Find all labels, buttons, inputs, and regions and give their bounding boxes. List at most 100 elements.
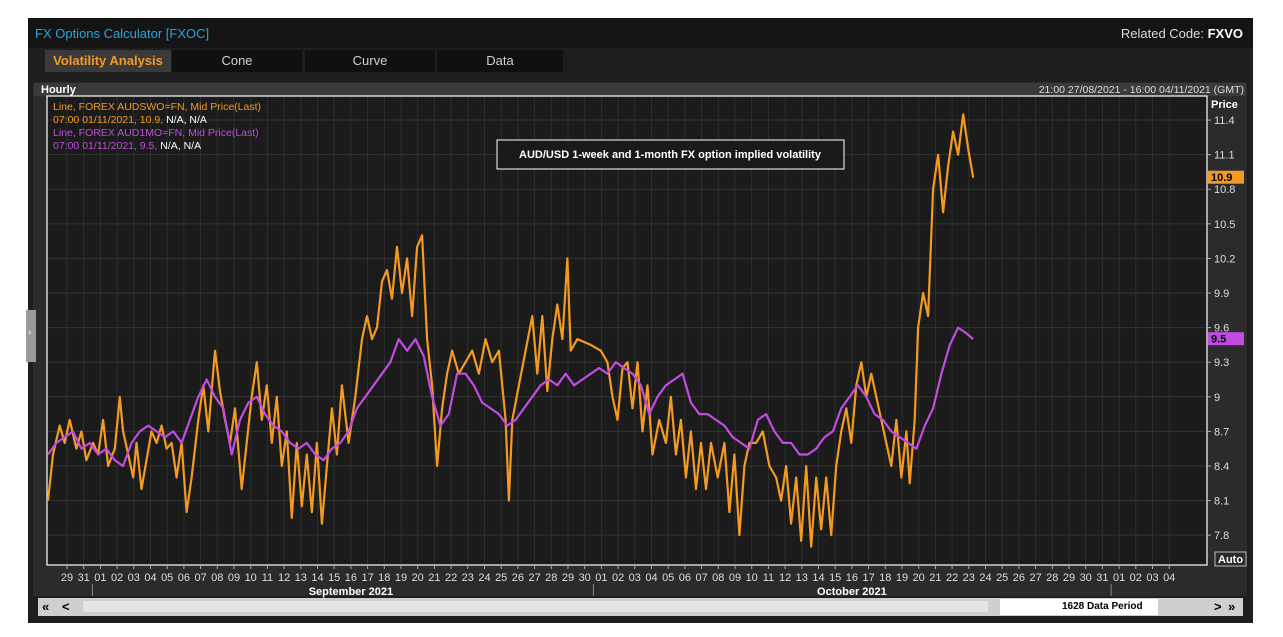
price-label: Price: [1211, 99, 1238, 111]
x-tick-label: 09: [729, 572, 741, 584]
x-tick-label: 15: [328, 572, 340, 584]
title-bar: FX Options Calculator [FXOC] Related Cod…: [28, 18, 1253, 48]
legend-value: 07:00 01/11/2021, 9.5, N/A, N/A: [53, 140, 201, 152]
tab-curve[interactable]: Curve: [305, 50, 435, 72]
y-tick-label: 10.8: [1214, 184, 1235, 196]
x-tick-label: 17: [862, 572, 874, 584]
x-tick-label: 31: [78, 572, 90, 584]
x-tick-label: 29: [61, 572, 73, 584]
x-tick-label: 04: [645, 572, 657, 584]
x-tick-label: 19: [395, 572, 407, 584]
x-tick-label: 06: [178, 572, 190, 584]
last-value-label: 9.5: [1211, 334, 1226, 346]
x-tick-label: 28: [1046, 572, 1058, 584]
legend-value: 07:00 01/11/2021, 10.9, N/A, N/A: [53, 114, 207, 126]
x-tick-label: 26: [512, 572, 524, 584]
x-axis: 29 31 01 02 03 04 05 06 07 08 09 10 11 12 13 14 15 16 17 18…: [61, 565, 1175, 598]
x-tick-label: 29: [562, 572, 574, 584]
x-tick-label: 12: [779, 572, 791, 584]
interval-label: Hourly: [41, 84, 77, 96]
first-page-button[interactable]: «: [42, 599, 50, 614]
auto-button-label[interactable]: Auto: [1218, 554, 1243, 566]
x-tick-label: 08: [211, 572, 223, 584]
last-page-button[interactable]: »: [1228, 599, 1236, 614]
x-tick-label: 03: [128, 572, 140, 584]
auto-button[interactable]: [1214, 551, 1247, 567]
tab-volatility-analysis[interactable]: Volatility Analysis: [45, 50, 171, 72]
tab-data[interactable]: Data: [437, 50, 563, 72]
x-tick-label: 24: [478, 572, 490, 584]
x-tick-label: 29: [1063, 572, 1075, 584]
x-tick-label: 04: [1163, 572, 1175, 584]
x-tick-label: 09: [228, 572, 240, 584]
app-title[interactable]: FX Options Calculator [FXOC]: [35, 26, 210, 41]
x-tick-label: 24: [979, 572, 991, 584]
x-tick-label: 22: [946, 572, 958, 584]
x-tick-label: 31: [1096, 572, 1108, 584]
series-line-audswo: [46, 113, 975, 548]
side-panel-handle[interactable]: ›: [26, 310, 36, 362]
x-tick-label: 25: [495, 572, 507, 584]
x-tick-label: 10: [746, 572, 758, 584]
related-code-prefix: Related Code:: [1120, 26, 1208, 41]
x-tick-label: 19: [896, 572, 908, 584]
scroll-right-button[interactable]: >: [1214, 599, 1222, 614]
x-tick-label: 18: [378, 572, 390, 584]
x-tick-label: 17: [361, 572, 373, 584]
x-tick-label: 27: [1029, 572, 1041, 584]
y-tick-label: 7.8: [1214, 530, 1229, 542]
x-tick-label: 13: [295, 572, 307, 584]
time-scrollbar[interactable]: « < 1628 Data Period > »: [38, 598, 1243, 616]
scroll-thumb[interactable]: [83, 601, 988, 612]
y-tick-label: 8.7: [1214, 426, 1229, 438]
x-tick-label: 22: [445, 572, 457, 584]
plot-area: [46, 95, 1208, 566]
x-tick-label: 23: [963, 572, 975, 584]
y-tick-label: 9.3: [1214, 357, 1229, 369]
x-tick-label: 11: [763, 572, 774, 584]
x-tick-label: 02: [612, 572, 624, 584]
chart-header-strip: [34, 83, 1246, 96]
annotation-box[interactable]: [496, 139, 845, 170]
related-code-value[interactable]: FXVO: [1207, 26, 1243, 41]
related-code: Related Code: FXVO: [1121, 26, 1243, 41]
last-value-badge: [1208, 332, 1244, 346]
x-tick-label: 13: [796, 572, 808, 584]
legend-na: N/A, N/A: [163, 114, 207, 126]
y-tick-label: 11.1: [1214, 150, 1235, 162]
app-window: FX Options Calculator [FXOC] Related Cod…: [28, 18, 1253, 623]
tab-cone[interactable]: Cone: [172, 50, 302, 72]
x-tick-label: 21: [929, 572, 941, 584]
x-tick-label: 05: [662, 572, 674, 584]
x-tick-label: 16: [345, 572, 357, 584]
x-tick-label: 14: [812, 572, 824, 584]
x-tick-label: 10: [245, 572, 257, 584]
x-tick-label: 05: [161, 572, 173, 584]
x-tick-label: 02: [111, 572, 123, 584]
x-tick-label: 03: [1146, 572, 1158, 584]
legend-na: N/A, N/A: [157, 140, 201, 152]
annotation-text: AUD/USD 1-week and 1-month FX option imp…: [519, 149, 822, 161]
x-tick-label: 14: [311, 572, 323, 584]
x-tick-label: 28: [545, 572, 557, 584]
x-tick-label: 15: [829, 572, 841, 584]
x-tick-label: 07: [695, 572, 707, 584]
y-tick-label: 9.6: [1214, 323, 1229, 335]
x-tick-label: 18: [879, 572, 891, 584]
month-label: October 2021: [817, 586, 887, 598]
series-lines: 10.9 9.5: [46, 113, 1244, 548]
x-tick-label: 20: [913, 572, 925, 584]
x-tick-label: 06: [679, 572, 691, 584]
tab-bar: Volatility Analysis Cone Curve Data: [28, 48, 1253, 72]
last-value-label: 10.9: [1211, 172, 1232, 184]
legend-series-name: Line, FOREX AUDSWO=FN, Mid Price(Last): [53, 101, 261, 113]
x-tick-label: 23: [462, 572, 474, 584]
x-tick-label: 27: [528, 572, 540, 584]
x-tick-label: 02: [1130, 572, 1142, 584]
x-tick-label: 26: [1013, 572, 1025, 584]
legend-series-name: Line, FOREX AUD1MO=FN, Mid Price(Last): [53, 127, 259, 139]
x-tick-label: 20: [412, 572, 424, 584]
scroll-left-button[interactable]: <: [62, 599, 70, 614]
y-tick-label: 9.9: [1214, 288, 1229, 300]
x-tick-label: 08: [712, 572, 724, 584]
